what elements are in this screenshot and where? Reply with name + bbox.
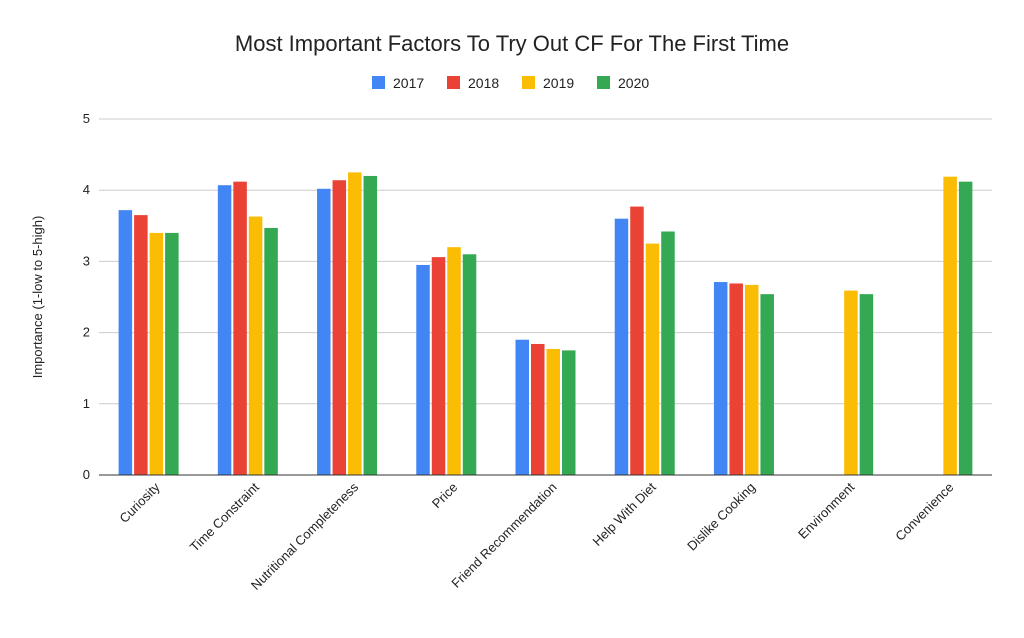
legend-item-2017: 2017 xyxy=(372,75,424,91)
legend-item-2020: 2020 xyxy=(597,75,649,91)
bar-2020-environment xyxy=(859,294,874,475)
bar-2019-time-constraint xyxy=(248,216,263,475)
bar-2018-help-with-diet xyxy=(630,206,644,476)
x-tick-label: Convenience xyxy=(892,480,956,544)
y-axis-title: Importance (1-low to 5-high) xyxy=(30,216,45,379)
y-axis-ticks: 0 1 2 3 4 5 xyxy=(83,111,90,482)
bar-2020-price xyxy=(462,254,477,475)
x-tick-label: Friend Recommendation xyxy=(448,480,559,591)
y-tick-label: 1 xyxy=(83,396,90,411)
y-tick-label: 3 xyxy=(83,253,90,268)
bar-2019-curiosity xyxy=(149,232,164,475)
bar-2019-friend-recommendation xyxy=(546,348,560,475)
bar-2019-dislike-cooking xyxy=(744,284,759,475)
bar-2019-nutritional-completeness xyxy=(348,172,362,475)
bar-2019-price xyxy=(447,247,461,475)
x-tick-label: Environment xyxy=(795,479,857,541)
bar-2020-help-with-diet xyxy=(661,231,675,475)
bar-2019-help-with-diet xyxy=(645,243,660,475)
bars xyxy=(118,172,973,476)
legend: 2017 2018 2019 2020 xyxy=(372,75,649,91)
bar-2018-time-constraint xyxy=(233,181,247,475)
bar-2020-time-constraint xyxy=(264,227,278,475)
bar-2018-friend-recommendation xyxy=(531,343,545,475)
bar-2020-dislike-cooking xyxy=(760,294,774,475)
bar-2017-time-constraint xyxy=(217,185,232,475)
x-tick-label: Price xyxy=(429,480,461,512)
x-tick-label: Help With Diet xyxy=(589,479,659,549)
bar-2017-price xyxy=(416,264,430,475)
bar-2018-price xyxy=(431,257,446,475)
x-tick-label: Dislike Cooking xyxy=(684,480,758,554)
bar-2020-friend-recommendation xyxy=(562,350,576,475)
legend-label: 2020 xyxy=(618,75,649,91)
legend-item-2019: 2019 xyxy=(522,75,574,91)
bar-2020-nutritional-completeness xyxy=(363,175,378,475)
legend-label: 2017 xyxy=(393,75,424,91)
x-tick-label: Curiosity xyxy=(116,479,163,526)
legend-swatch xyxy=(522,76,535,89)
bar-2020-curiosity xyxy=(165,232,179,475)
bar-2017-friend-recommendation xyxy=(515,339,529,475)
bar-2017-help-with-diet xyxy=(614,218,629,475)
y-tick-label: 4 xyxy=(83,182,90,197)
y-tick-label: 5 xyxy=(83,111,90,126)
y-tick-label: 2 xyxy=(83,325,90,340)
bar-2018-curiosity xyxy=(134,215,148,475)
bar-2019-environment xyxy=(844,290,858,475)
legend-swatch xyxy=(447,76,460,89)
bar-2018-nutritional-completeness xyxy=(332,180,347,475)
legend-item-2018: 2018 xyxy=(447,75,499,91)
legend-label: 2019 xyxy=(543,75,574,91)
bar-2020-convenience xyxy=(958,181,973,475)
gridlines xyxy=(99,118,992,405)
legend-swatch xyxy=(597,76,610,89)
x-tick-label: Time Constraint xyxy=(187,479,262,554)
x-tick-label: Nutritional Completeness xyxy=(248,479,362,593)
bar-2017-nutritional-completeness xyxy=(317,188,331,475)
y-tick-label: 0 xyxy=(83,467,90,482)
bar-2017-dislike-cooking xyxy=(713,282,728,475)
legend-swatch xyxy=(372,76,385,89)
chart-title: Most Important Factors To Try Out CF For… xyxy=(235,31,789,56)
bar-2019-convenience xyxy=(943,176,957,475)
bar-2017-curiosity xyxy=(118,210,133,476)
legend-label: 2018 xyxy=(468,75,499,91)
bar-2018-dislike-cooking xyxy=(729,283,743,475)
